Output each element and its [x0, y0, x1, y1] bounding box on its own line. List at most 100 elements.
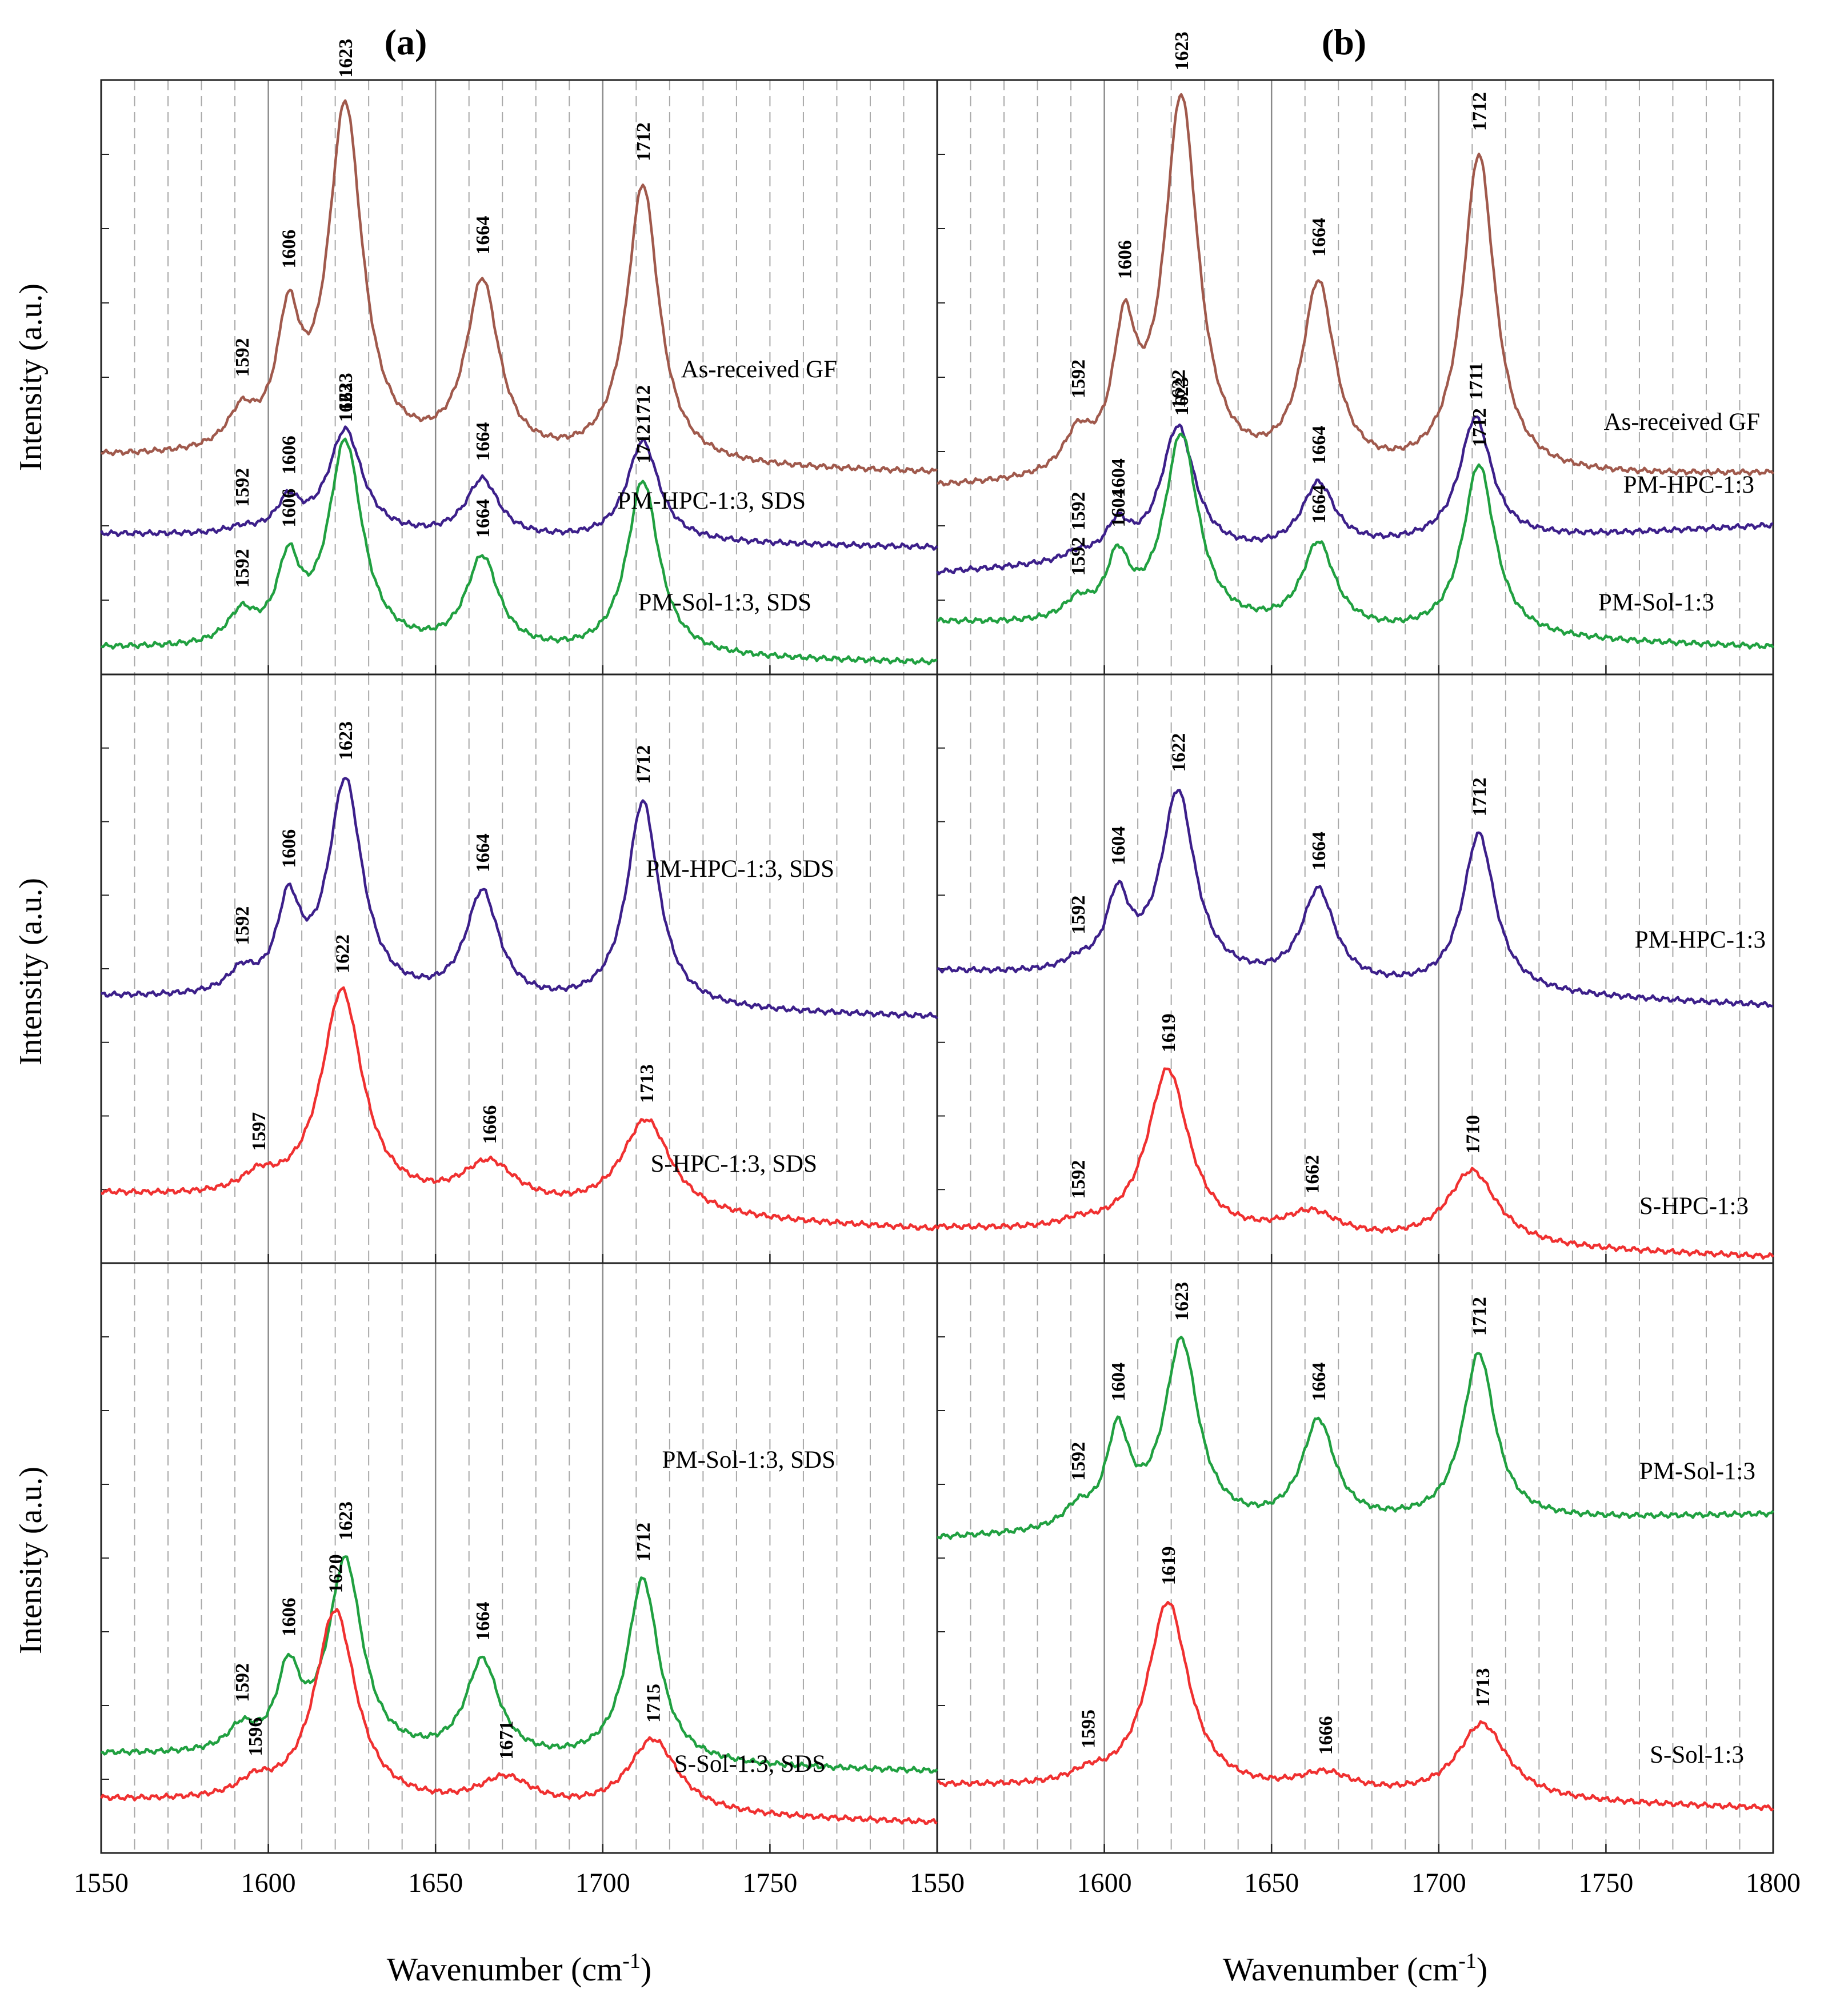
panel-a-2: [100, 673, 938, 1264]
peak-label: 1606: [279, 1597, 300, 1636]
series-label: S-Sol-1:3: [1650, 1742, 1744, 1768]
peak-label: 1664: [1309, 485, 1330, 524]
peak-label: 1712: [1469, 408, 1490, 447]
series-label: PM-HPC-1:3, SDS: [646, 856, 834, 882]
peak-label: 1623: [335, 383, 357, 422]
column-title-a: (a): [385, 22, 427, 62]
peak-label: 1620: [326, 1554, 347, 1593]
peak-label: 1710: [1462, 1115, 1483, 1154]
peak-label: 1623: [335, 39, 357, 78]
peak-label: 1592: [1068, 360, 1089, 398]
panel-a-3: [100, 1262, 938, 1854]
spectrum-s-sol-1-3-sds: [100, 1608, 938, 1826]
x-tick-label: 1550: [74, 1868, 129, 1898]
series-label: PM-HPC-1:3, SDS: [617, 488, 806, 514]
peak-label: 1664: [473, 216, 494, 255]
peak-label: 1592: [1068, 537, 1089, 576]
peak-label: 1664: [473, 422, 494, 461]
x-tick-label: 1700: [1411, 1868, 1466, 1898]
peak-label: 1619: [1158, 1013, 1179, 1052]
peak-label: 1592: [1068, 1442, 1089, 1481]
peak-label: 1622: [332, 934, 353, 973]
peak-label: 1664: [473, 1601, 494, 1640]
panel-frame: [936, 1262, 1774, 1854]
peak-label: 1662: [1302, 1155, 1323, 1194]
peak-label: 1622: [1168, 370, 1189, 409]
peak-label: 1664: [473, 499, 494, 538]
peak-label: 1595: [1078, 1710, 1099, 1748]
peak-label: 1604: [1108, 1363, 1129, 1401]
series-label: S-Sol-1:3, SDS: [674, 1751, 826, 1778]
peak-label: 1664: [1309, 426, 1330, 465]
peak-label: 1712: [1469, 1297, 1490, 1336]
peak-label: 1622: [1168, 733, 1189, 772]
peak-label: 1666: [1315, 1716, 1337, 1755]
spectrum-pm-sol-1-3: [937, 432, 1774, 650]
peak-label: 1604: [1108, 458, 1129, 497]
series-label: PM-HPC-1:3: [1635, 926, 1766, 953]
peak-label: 1606: [1115, 240, 1136, 279]
spectrum-s-sol-1-3: [937, 1600, 1774, 1812]
peak-label: 1606: [279, 489, 300, 528]
spectrum-as-received-gf: [937, 93, 1774, 487]
x-tick-label: 1600: [241, 1868, 296, 1898]
x-tick-label: 1800: [1746, 1868, 1801, 1898]
series-label: As-received GF: [1604, 409, 1760, 436]
peak-label: 1664: [1309, 1363, 1330, 1401]
spectrum-pm-sol-1-3-sds: [101, 1555, 938, 1774]
peak-label: 1597: [249, 1112, 270, 1151]
peak-label: 1712: [633, 122, 654, 161]
y-axis-label: Intensity (a.u.): [13, 283, 49, 471]
series-label: S-HPC-1:3, SDS: [650, 1151, 817, 1177]
spectrum-s-hpc-1-3-sds: [101, 986, 938, 1232]
peak-label: 1664: [473, 833, 494, 872]
series-label: S-HPC-1:3: [1639, 1193, 1749, 1220]
series-label: PM-Sol-1:3: [1598, 589, 1714, 616]
peak-label: 1712: [633, 1523, 654, 1561]
peak-label: 1623: [1171, 31, 1193, 70]
panel-frame: [936, 673, 1774, 1264]
series-label: PM-HPC-1:3: [1623, 472, 1754, 498]
spectrum-pm-hpc-1-3-sds: [101, 777, 938, 1020]
spectrum-pm-hpc-1-3: [936, 415, 1774, 576]
peak-label: 1592: [232, 468, 253, 507]
peak-label: 1623: [1171, 377, 1193, 416]
x-tick-label: 1600: [1077, 1868, 1132, 1898]
peak-label: 1713: [637, 1064, 658, 1103]
spectrum-pm-sol-1-3: [937, 1336, 1774, 1540]
peak-label: 1712: [633, 745, 654, 784]
series-label: PM-Sol-1:3, SDS: [662, 1447, 835, 1473]
spectrum-as-received-gf: [101, 99, 938, 475]
spectrum-pm-hpc-1-3: [937, 789, 1774, 1008]
panel-b-1: [936, 79, 1774, 676]
peak-label: 1664: [1309, 218, 1330, 257]
peak-label: 1623: [1171, 1282, 1193, 1321]
peak-label: 1606: [279, 436, 300, 474]
peak-label: 1666: [479, 1105, 501, 1144]
x-tick-label: 1750: [1578, 1868, 1633, 1898]
plot-area: [100, 79, 1774, 1854]
peak-label: 1592: [232, 1663, 253, 1702]
peak-label: 1713: [1473, 1668, 1494, 1707]
spectrum-pm-hpc-1-3-sds: [100, 425, 938, 551]
series-label: As-received GF: [681, 356, 837, 383]
panel-b-2: [936, 673, 1774, 1264]
peak-label: 1711: [1466, 362, 1487, 400]
peak-label: 1712: [633, 425, 654, 464]
x-tick-label: 1550: [910, 1868, 965, 1898]
peak-label: 1712: [633, 385, 654, 424]
spectrum-s-hpc-1-3: [936, 1067, 1774, 1260]
peak-label: 1592: [232, 338, 253, 377]
peak-label: 1592: [1068, 896, 1089, 934]
series-label: PM-Sol-1:3: [1639, 1458, 1755, 1485]
peak-label: 1712: [1469, 92, 1490, 131]
peak-label: 1592: [232, 906, 253, 945]
peak-label: 1715: [643, 1684, 665, 1723]
peak-label: 1592: [1068, 1160, 1089, 1199]
x-tick-label: 1750: [742, 1868, 797, 1898]
peak-label: 1664: [1309, 832, 1330, 870]
column-title-b: (b): [1322, 22, 1366, 62]
peak-label: 1606: [279, 829, 300, 868]
